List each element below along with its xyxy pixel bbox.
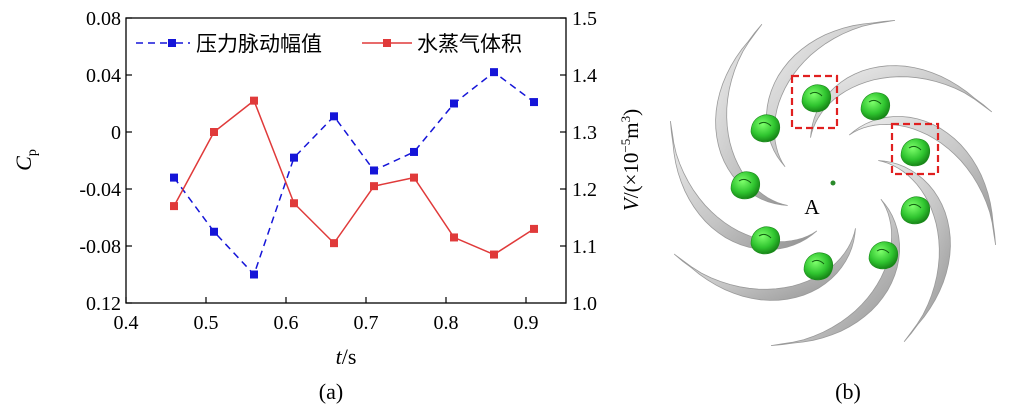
cavitation-detail — [868, 99, 882, 105]
series-point-0 — [370, 166, 378, 175]
cavitation-region — [803, 252, 834, 281]
right-y-tick-label: 1.1 — [572, 236, 597, 258]
series-point-1 — [170, 202, 178, 211]
cavitation-regions — [730, 84, 931, 281]
legend-label-vapor: 水蒸气体积 — [417, 32, 522, 56]
left-y-axis: 0.08 0.04 0 -0.04 -0.08 0.12 — [79, 8, 132, 315]
right-y-tick-label: 1.2 — [572, 179, 597, 201]
right-y-tick-label: 1.3 — [572, 122, 597, 144]
series-point-0 — [490, 68, 498, 77]
x-tick-label: 0.4 — [114, 312, 139, 334]
series-point-1 — [290, 199, 298, 208]
cavitation-region — [801, 84, 832, 113]
series-point-1 — [450, 233, 458, 242]
cavitation-region — [900, 138, 931, 167]
series-point-1 — [410, 173, 418, 182]
x-axis: 0.4 0.5 0.6 0.7 0.8 0.9 — [114, 297, 539, 334]
point-a-label: A — [804, 195, 820, 219]
series-point-0 — [170, 173, 178, 182]
series-point-0 — [290, 153, 298, 162]
series-layer — [170, 68, 538, 279]
cavitation-detail — [908, 203, 922, 209]
series-point-1 — [210, 128, 218, 136]
series-point-1 — [370, 182, 378, 191]
cavitation-region — [900, 196, 931, 225]
impeller-cavitation-view: A (b) — [670, 20, 996, 404]
left-y-tick-label: 0.08 — [86, 8, 121, 30]
cavitation-detail — [758, 233, 772, 239]
x-tick-label: 0.9 — [514, 312, 539, 334]
cavitation-region — [868, 241, 899, 270]
series-point-1 — [330, 239, 338, 248]
series-point-0 — [250, 270, 258, 279]
series-point-0 — [530, 98, 538, 107]
x-tick-label: 0.8 — [434, 312, 459, 334]
panel-label-a: (a) — [319, 379, 343, 404]
right-y-axis: 1.5 1.4 1.3 1.2 1.1 1.0 — [560, 8, 597, 315]
left-y-tick-label: -0.04 — [79, 179, 121, 201]
x-tick-label: 0.6 — [274, 312, 299, 334]
impeller-blade — [878, 160, 951, 343]
cavitation-detail — [809, 91, 823, 97]
cavitation-detail — [876, 248, 890, 254]
legend-entry-vapor: 水蒸气体积 — [362, 32, 522, 56]
series-point-0 — [330, 112, 338, 121]
line-chart: 0.4 0.5 0.6 0.7 0.8 0.9 0.080.040-0.04-0.080.… — [11, 8, 643, 404]
legend-entry-pressure: 压力脉动幅值 — [136, 32, 322, 56]
series-point-0 — [450, 99, 458, 108]
cavitation-region — [860, 92, 891, 121]
right-y-axis-label: V/(×10−5m3) — [618, 109, 643, 211]
plot-frame — [125, 17, 567, 304]
series-point-1 — [490, 250, 498, 259]
cavitation-detail — [738, 178, 752, 184]
series-line-1 — [173, 99, 535, 256]
right-y-tick-label: 1.5 — [572, 8, 597, 30]
hub-center-point — [830, 180, 836, 186]
cavitation-region — [750, 114, 781, 143]
right-y-tick-label: 1.4 — [572, 65, 597, 87]
legend: 压力脉动幅值 水蒸气体积 — [136, 32, 522, 56]
legend-label-pressure: 压力脉动幅值 — [196, 32, 322, 56]
series-line-0 — [173, 71, 535, 276]
x-tick-label: 0.7 — [354, 312, 379, 334]
series-point-0 — [410, 147, 418, 156]
panel-label-b: (b) — [835, 379, 861, 404]
cavitation-detail — [908, 145, 922, 151]
left-y-tick-label: 0.04 — [86, 65, 121, 87]
cavitation-region — [730, 171, 761, 200]
highlight-box-1 — [790, 74, 839, 130]
left-y-tick-label: -0.08 — [79, 236, 121, 258]
cavitation-region — [750, 226, 781, 255]
cavitation-detail — [758, 121, 772, 127]
left-y-tick-label: 0.12 — [86, 293, 121, 315]
left-y-tick-label: 0 — [111, 122, 121, 144]
series-point-1 — [530, 224, 538, 233]
right-y-tick-label: 1.0 — [572, 293, 597, 315]
x-axis-label: t/s — [336, 344, 357, 369]
impeller-blade — [810, 65, 993, 138]
series-point-0 — [210, 227, 218, 236]
highlight-box-2 — [890, 122, 940, 176]
cavitation-detail — [811, 259, 825, 265]
series-point-1 — [250, 96, 258, 105]
x-tick-label: 0.5 — [194, 312, 219, 334]
left-y-axis-label: Cp — [11, 149, 40, 171]
